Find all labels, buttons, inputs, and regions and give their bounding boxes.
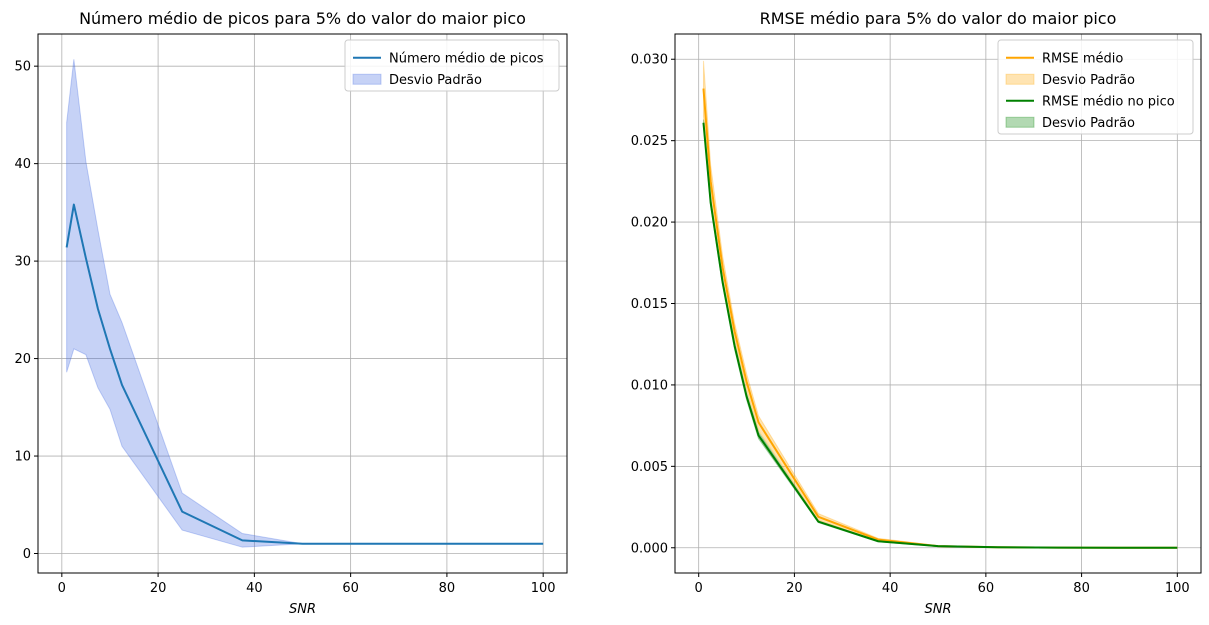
x-tick-label: 40 — [246, 581, 263, 596]
y-tick-label: 30 — [14, 255, 31, 270]
legend-box — [997, 39, 1194, 135]
legend-label: Desvio Padrão — [389, 73, 482, 88]
series-line-2 — [702, 122, 1178, 549]
x-tick-label: 40 — [882, 581, 899, 596]
y-tick-label: 40 — [14, 157, 31, 172]
legend-label: Número médio de picos — [389, 51, 544, 66]
std-band-3 — [702, 119, 1178, 549]
legend-label: RMSE médio no pico — [1042, 94, 1175, 109]
x-tick-label: 0 — [58, 581, 66, 596]
y-tick-label: 0.020 — [631, 216, 668, 231]
y-tick-label: 0.000 — [631, 541, 668, 556]
legend-band-swatch — [1005, 116, 1035, 128]
legend-label: Desvio Padrão — [1042, 116, 1135, 131]
x-axis-label: SNR — [924, 602, 951, 617]
std-band-1 — [66, 59, 544, 548]
x-tick-label: 0 — [695, 581, 703, 596]
x-tick-label: 60 — [978, 581, 995, 596]
legend-band-swatch — [1005, 73, 1035, 85]
legend-band-swatch — [352, 73, 382, 85]
x-tick-label: 80 — [439, 581, 456, 596]
chart-panel-picos: 0 20 40 60 80 100 0 10 20 30 40 50 Número médio de p… — [14, 9, 568, 617]
chart-panel-rmse: 0 20 40 60 80 100 0.000 0.005 0.010 0.015 0.020 0.0… — [631, 9, 1202, 617]
chart-title: RMSE médio para 5% do valor do maior pic… — [760, 9, 1117, 28]
legend-label: Desvio Padrão — [1042, 73, 1135, 88]
y-tick-label: 10 — [14, 450, 31, 465]
axes-frame — [37, 33, 568, 574]
y-tick-label: 0.005 — [631, 460, 668, 475]
legend-label: RMSE médio — [1042, 51, 1123, 66]
x-tick-label: 60 — [342, 581, 359, 596]
chart-title: Número médio de picos para 5% do valor d… — [79, 9, 526, 28]
x-axis-label: SNR — [289, 602, 316, 617]
x-tick-label: 100 — [1165, 581, 1190, 596]
y-tick-label: 0.015 — [631, 297, 668, 312]
legend-box — [344, 39, 560, 92]
series-line-0 — [65, 203, 544, 545]
y-tick-label: 0.010 — [631, 378, 668, 393]
x-tick-label: 100 — [531, 581, 556, 596]
y-tick-label: 0 — [23, 547, 31, 562]
y-tick-label: 0.030 — [631, 53, 668, 68]
x-tick-label: 20 — [150, 581, 167, 596]
y-tick-label: 0.025 — [631, 134, 668, 149]
x-tick-label: 80 — [1073, 581, 1090, 596]
y-tick-label: 50 — [14, 60, 31, 75]
y-tick-label: 20 — [14, 352, 31, 367]
series-line-0 — [702, 88, 1178, 549]
x-tick-label: 20 — [786, 581, 803, 596]
